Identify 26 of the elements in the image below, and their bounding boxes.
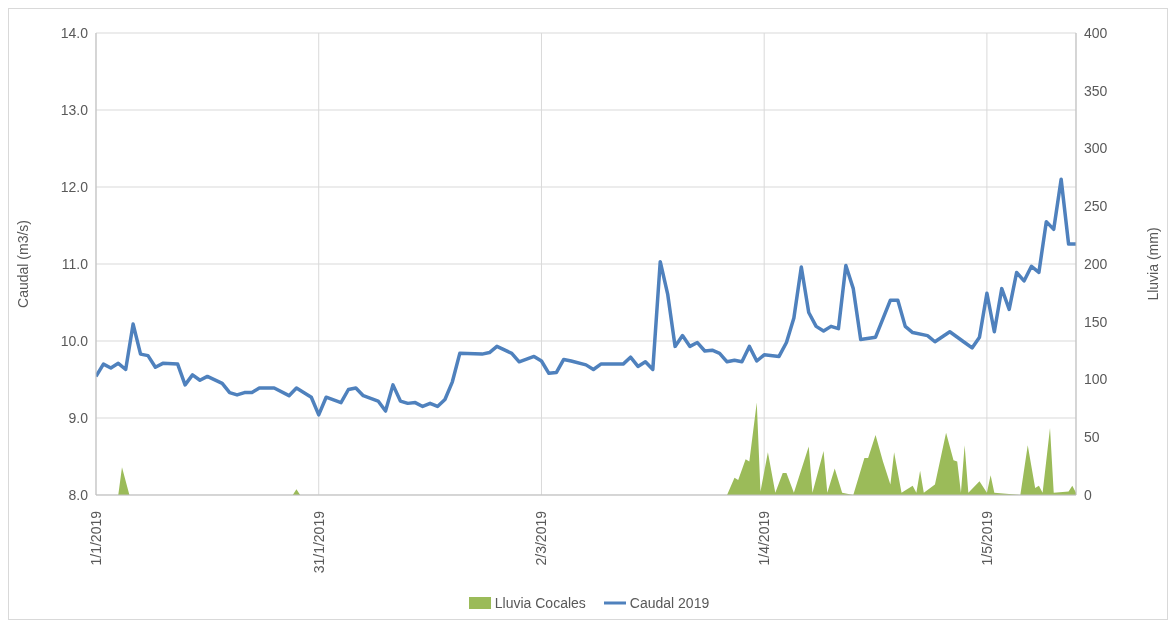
x-tick-label: 1/4/2019 (756, 510, 773, 566)
y-tick-label: 11.0 (61, 255, 89, 272)
y2-axis-title: Lluvia (mm) (1144, 227, 1161, 301)
y2-tick-label: 0 (1084, 486, 1092, 503)
legend-label: Lluvia Cocales (494, 595, 586, 611)
y2-tick-label: 50 (1084, 429, 1100, 446)
line-series (96, 177, 1076, 417)
y-tick-label: 12.0 (60, 178, 89, 195)
x-tick-label: 2/3/2019 (533, 510, 550, 566)
legend-label: Caudal 2019 (629, 595, 710, 611)
y2-tick-label: 400 (1084, 24, 1108, 41)
x-tick-label: 31/1/2019 (310, 510, 327, 574)
y-tick-label: 14.0 (60, 24, 89, 41)
x-tick-label: 1/5/2019 (978, 510, 995, 566)
y-tick-label: 13.0 (60, 101, 89, 118)
y2-tick-label: 150 (1084, 313, 1108, 330)
x-tick-label: 1/1/2019 (88, 510, 104, 566)
y-tick-label: 10.0 (60, 332, 89, 349)
y2-tick-label: 350 (1084, 82, 1108, 99)
y2-tick-label: 250 (1084, 198, 1108, 215)
y2-tick-label: 100 (1084, 371, 1108, 388)
y-tick-label: 8.0 (68, 486, 89, 503)
y2-tick-label: 300 (1084, 140, 1108, 157)
y-tick-label: 9.0 (68, 409, 89, 426)
y2-tick-label: 200 (1084, 255, 1108, 272)
y-axis-title: Caudal (m3/s) (14, 220, 31, 308)
